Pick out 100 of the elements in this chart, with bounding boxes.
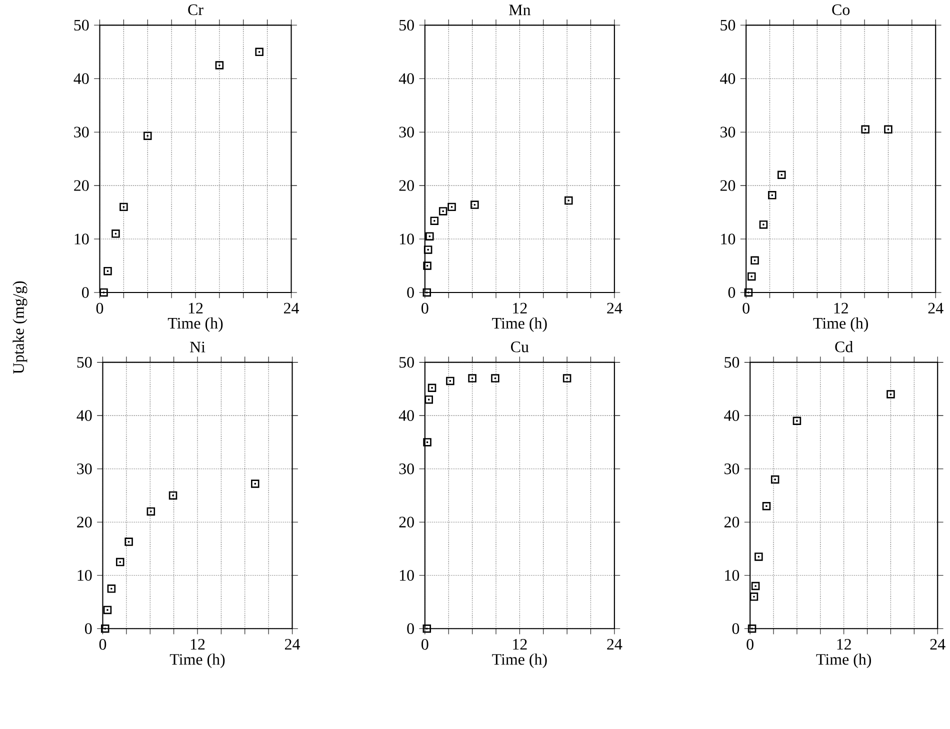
- y-tick-label: 20: [399, 516, 414, 528]
- point: [562, 374, 572, 382]
- y-tick-label: 40: [398, 73, 414, 84]
- x-tick-label: 24: [928, 302, 944, 314]
- y-tick-label: 0: [407, 623, 414, 634]
- point: [778, 170, 786, 179]
- point: [747, 272, 756, 280]
- y-tick-label: 30: [724, 463, 740, 474]
- chart-title: Cr: [188, 4, 204, 15]
- point: [428, 384, 436, 392]
- x-axis-title: Time (h): [168, 317, 223, 332]
- y-tick-label: 0: [407, 286, 414, 298]
- y-tick-label: 50: [400, 356, 414, 368]
- y-tick-label: 20: [724, 516, 740, 528]
- point: [438, 206, 448, 216]
- x-tick-label: 12: [190, 638, 205, 650]
- point: [564, 196, 573, 204]
- y-tick-label: 20: [720, 180, 736, 191]
- y-tick-label: 10: [400, 570, 414, 581]
- point: [470, 200, 479, 209]
- point: [754, 552, 763, 561]
- x-tick-label: 24: [284, 302, 299, 314]
- y-tick-label: 20: [399, 180, 414, 191]
- point: [750, 592, 758, 601]
- point: [762, 502, 771, 510]
- x-axis-title: Time (h): [813, 317, 868, 332]
- x-tick-label: 24: [607, 302, 622, 314]
- y-tick-label: 40: [74, 73, 89, 84]
- x-tick-label: 12: [513, 638, 527, 650]
- x-tick-label: 12: [513, 302, 527, 314]
- y-tick-label: 40: [76, 410, 92, 421]
- point: [886, 390, 895, 398]
- x-tick-label: 24: [930, 638, 946, 650]
- x-tick-label: 24: [607, 638, 622, 650]
- point: [759, 220, 768, 229]
- point: [168, 491, 178, 500]
- point: [144, 132, 152, 140]
- point: [423, 438, 432, 446]
- point: [861, 125, 870, 134]
- x-tick-label: 0: [422, 638, 428, 650]
- point: [423, 261, 432, 270]
- y-tick-label: 0: [84, 623, 92, 634]
- point: [104, 266, 112, 276]
- chart-title: Cu: [511, 341, 529, 352]
- point: [424, 245, 432, 254]
- y-tick-label: 40: [720, 73, 736, 84]
- point: [426, 232, 434, 240]
- chart-title: Mn: [509, 4, 531, 15]
- y-tick-label: 10: [74, 233, 89, 244]
- point: [255, 48, 264, 56]
- y-tick-label: 10: [78, 570, 92, 581]
- x-axis-title: Time (h): [170, 653, 225, 668]
- y-tick-label: 50: [724, 356, 740, 368]
- y-tick-label: 50: [400, 20, 414, 30]
- point: [491, 374, 500, 382]
- point: [468, 374, 476, 382]
- y-tick-label: 30: [720, 126, 736, 138]
- point: [146, 507, 156, 516]
- x-axis-title: Time (h): [492, 317, 547, 332]
- x-tick-label: 12: [188, 302, 203, 314]
- y-tick-label: 0: [732, 623, 740, 634]
- y-tick-label: 50: [77, 356, 92, 368]
- x-tick-label: 24: [284, 638, 300, 650]
- point: [884, 125, 892, 134]
- y-tick-label: 30: [399, 126, 414, 138]
- x-tick-label: 0: [422, 302, 428, 314]
- point: [750, 256, 759, 264]
- x-tick-label: 0: [99, 638, 106, 650]
- point: [768, 190, 776, 200]
- point: [215, 60, 224, 70]
- y-tick-label: 0: [728, 286, 736, 298]
- point: [430, 216, 439, 225]
- y-tick-label: 20: [74, 180, 89, 191]
- y-tick-label: 30: [399, 463, 414, 474]
- point: [751, 582, 760, 590]
- point: [124, 538, 133, 546]
- x-axis-title: Time (h): [816, 653, 871, 668]
- y-axis-title: Uptake (mg/g): [12, 281, 28, 374]
- point: [107, 584, 116, 593]
- chart-title: Cd: [835, 340, 853, 352]
- y-tick-label: 50: [720, 20, 736, 30]
- y-tick-label: 10: [725, 570, 740, 581]
- x-tick-label: 12: [834, 302, 848, 314]
- x-tick-label: 12: [837, 638, 851, 650]
- y-tick-label: 0: [82, 286, 89, 298]
- x-tick-label: 0: [742, 302, 750, 314]
- chart-title: Co: [832, 4, 850, 15]
- y-tick-label: 40: [724, 410, 740, 421]
- point: [103, 606, 112, 614]
- point: [770, 475, 780, 484]
- y-tick-label: 30: [74, 126, 89, 138]
- y-tick-label: 30: [77, 463, 92, 474]
- point: [251, 479, 260, 488]
- chart-title: Ni: [190, 342, 206, 352]
- point: [448, 202, 456, 211]
- point: [116, 558, 124, 566]
- x-axis-title: Time (h): [492, 653, 547, 668]
- y-tick-label: 10: [400, 233, 414, 244]
- point: [424, 395, 433, 404]
- point: [446, 376, 454, 385]
